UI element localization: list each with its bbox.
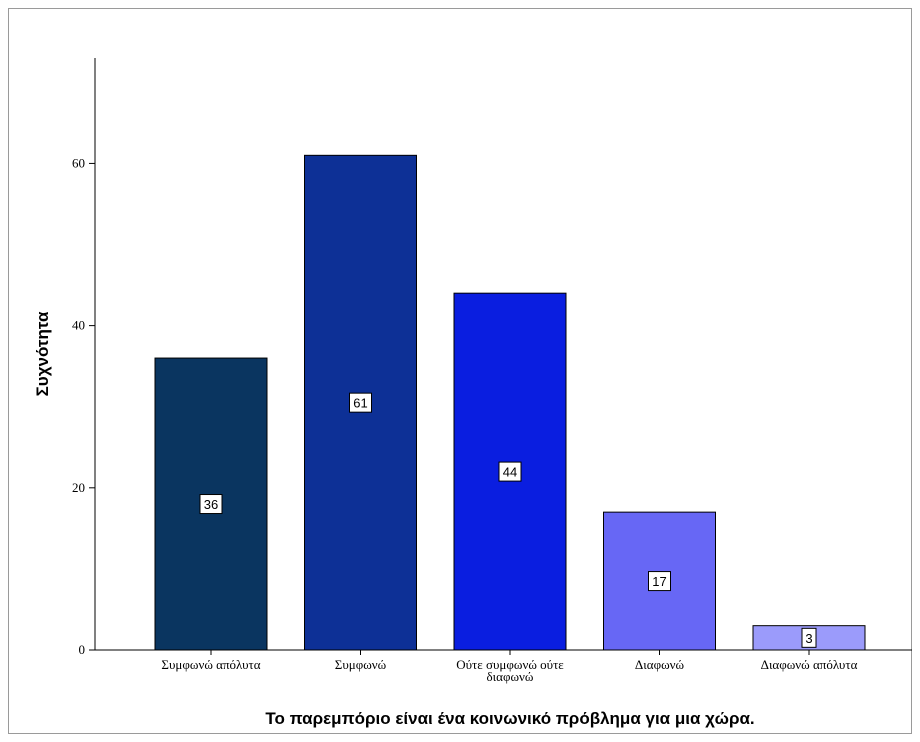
data-label: 3 (805, 631, 812, 646)
y-tick-label: 0 (79, 642, 86, 657)
x-category-labels: Συμφωνώ απόλυτα Συμφωνώ Ούτε συμφωνώ ούτε δ… (161, 650, 858, 684)
data-label-box (349, 392, 372, 413)
y-tick-label: 20 (72, 480, 85, 495)
y-tick-label: 60 (72, 155, 85, 170)
data-label-box (648, 571, 671, 592)
data-labels-group: 36 61 44 17 3 (199, 392, 817, 648)
x-category-label: Διαφωνώ απόλυτα (761, 657, 858, 672)
x-category-label: Ούτε συμφωνώ ούτε διαφωνώ (456, 657, 564, 684)
data-label: 44 (503, 465, 517, 480)
data-label-box (801, 627, 817, 648)
data-label-box (199, 494, 223, 515)
data-label: 61 (353, 396, 367, 411)
data-label: 36 (204, 497, 218, 512)
x-category-label: Συμφωνώ απόλυτα (161, 657, 260, 672)
data-label: 17 (652, 574, 666, 589)
y-axis-title: Συχνότητα (33, 311, 52, 396)
axes-group (94, 58, 912, 651)
y-ticks-group: 0 20 40 60 (72, 155, 95, 657)
data-label-box (498, 461, 522, 482)
bars-group (154, 154, 866, 651)
x-category-label: Συμφωνώ (335, 657, 387, 672)
y-tick-label: 40 (72, 318, 85, 333)
x-category-label: Διαφωνώ (635, 657, 685, 672)
x-axis-title: Το παρεμπόριο είναι ένα κοινωνικό πρόβλη… (265, 709, 754, 728)
